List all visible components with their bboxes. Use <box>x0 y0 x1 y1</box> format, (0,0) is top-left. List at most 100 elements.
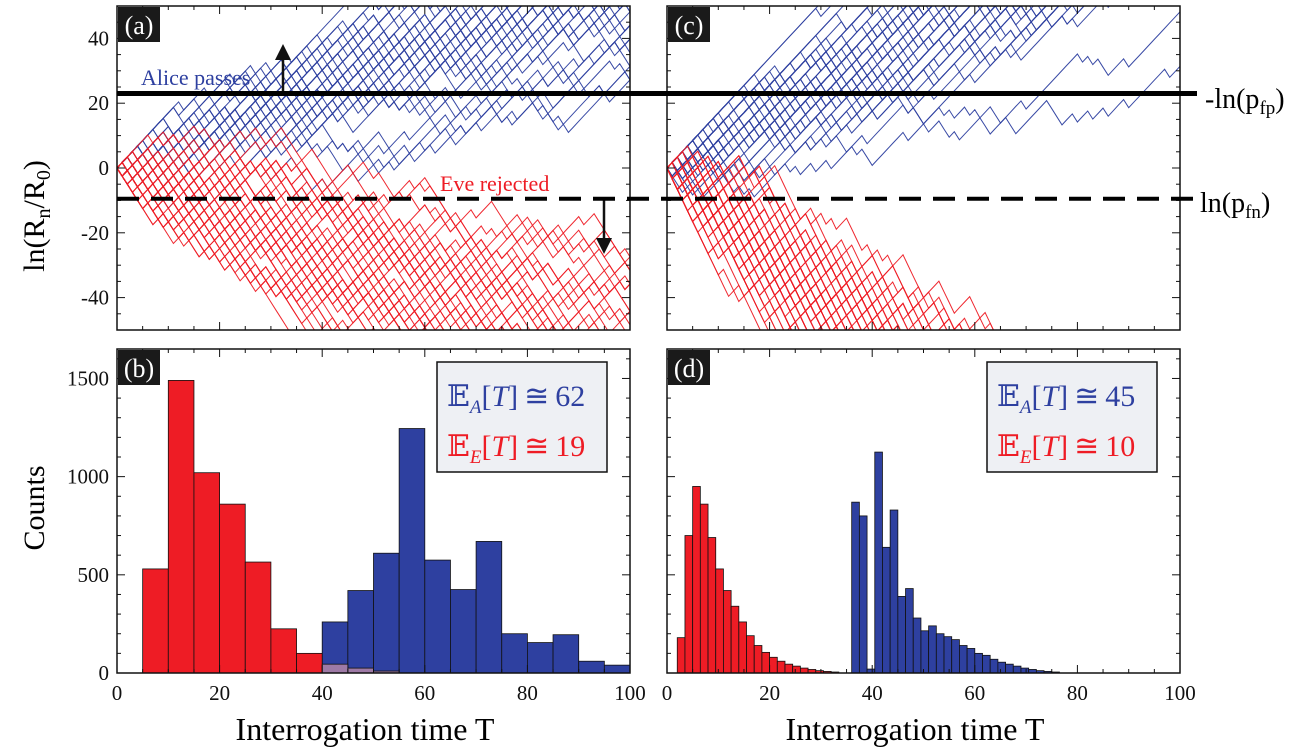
alice-walk-c-trajectory <box>667 6 1073 175</box>
eve-walk-c-trajectory <box>667 167 831 330</box>
alice-walk-c-trajectory <box>667 6 921 177</box>
eve-bar <box>723 590 732 674</box>
alice-bar <box>920 630 930 674</box>
alice-walk-c-trajectory <box>667 6 971 169</box>
eve-walk-a-trajectory <box>117 167 428 330</box>
alice-bar <box>943 636 953 674</box>
alice-walk-c-trajectory <box>667 6 1022 172</box>
alice-walk-a-trajectory <box>117 19 630 199</box>
eve-bar <box>707 537 717 674</box>
y-tick-label: -20 <box>81 221 109 245</box>
legend-entry-eve: 𝔼E[T] ≅ 19 <box>447 430 585 468</box>
panel-a: -40 -20 0 20 40 (a) Alice passes Eve rejected <box>81 5 631 331</box>
alice-bar <box>905 588 914 674</box>
eve-walk-c-trajectory <box>667 145 839 330</box>
eve-bar <box>730 605 740 674</box>
eve-walk-c-trajectory <box>667 156 823 330</box>
ylabel-top: ln(Rn/R0) <box>18 160 55 272</box>
panel-d: 𝔼A[T] ≅ 45 𝔼E[T] ≅ 10 0 20 40 60 80 100 (d) <box>662 348 1196 705</box>
eve-bar <box>738 621 747 674</box>
alice-walk-c-trajectory <box>667 6 1060 182</box>
xlabel-right: Interrogation time T <box>786 711 1045 747</box>
x-tick-label: 20 <box>209 681 230 705</box>
x-tick-label: 80 <box>517 681 538 705</box>
alice-bar <box>1005 663 1014 674</box>
eve-walk-a-trajectory <box>117 149 548 330</box>
x-tick-label: 100 <box>1164 681 1196 705</box>
alice-walk-c-trajectory <box>667 6 1085 177</box>
alice-bar <box>951 639 960 674</box>
threshold-label-fn: ln(pfn) <box>1200 188 1270 223</box>
y-tick-label: 500 <box>78 563 110 587</box>
eve-walk-c-trajectory <box>667 150 823 330</box>
eve-bar <box>244 561 272 674</box>
alice-walk-c-trajectory <box>667 6 921 177</box>
x-tick-label: 0 <box>662 681 673 705</box>
eve-bar <box>792 665 801 674</box>
legend-entry-eve: 𝔼E[T] ≅ 10 <box>997 430 1135 468</box>
threshold-label-fp: -ln(pfp) <box>1205 84 1285 119</box>
eve-walk-a-trajectory <box>117 158 471 330</box>
eve-walk-a-trajectory <box>117 161 630 330</box>
eve-walk-a-trajectory <box>117 167 436 330</box>
alice-bar <box>997 661 1006 674</box>
alice-bar <box>928 625 937 674</box>
eve-walk-a-trajectory <box>117 164 471 330</box>
alice-bar <box>959 645 968 674</box>
alice-walk-c-trajectory <box>667 6 971 169</box>
x-tick-label: 20 <box>759 681 780 705</box>
x-tick-label: 60 <box>964 681 985 705</box>
y-tick-label: 1000 <box>67 465 109 489</box>
alice-walk-c-trajectory <box>667 6 1047 177</box>
alice-bar <box>882 546 891 674</box>
alice-walk-c-trajectory <box>667 6 921 172</box>
panel-c: (c) <box>666 5 1181 331</box>
alice-walk-a-group <box>117 6 630 210</box>
alice-walk-c-trajectory <box>667 6 996 169</box>
alice-bar <box>347 590 374 674</box>
alice-bar <box>966 648 976 674</box>
eve-bar <box>692 486 701 674</box>
alice-bar <box>874 451 883 674</box>
legend-box <box>436 361 608 473</box>
y-tick-label: 1500 <box>67 366 109 390</box>
eve-bar <box>699 503 709 674</box>
eve-walk-c-trajectory <box>667 160 878 330</box>
eve-bar <box>746 635 755 674</box>
legend-entry-alice: 𝔼A[T] ≅ 45 <box>997 380 1135 418</box>
legend-entry-alice: 𝔼A[T] ≅ 62 <box>447 380 585 418</box>
x-tick-label: 100 <box>614 681 646 705</box>
alice-walk-c-group <box>667 6 1180 199</box>
eve-bar <box>321 663 349 674</box>
panel-tag: (b) <box>124 354 154 383</box>
alice-bar <box>501 633 528 674</box>
eve-bar <box>776 660 786 674</box>
eve-walk-a-trajectory <box>117 167 626 330</box>
alice-walk-c-trajectory <box>667 6 870 177</box>
alice-walk-c-trajectory <box>667 11 1180 198</box>
alice-bar <box>398 428 426 674</box>
threshold-lines <box>117 90 1197 201</box>
annotation-eve-rejected: Eve rejected <box>440 171 549 196</box>
eve-bar <box>676 637 686 674</box>
eve-bar <box>219 503 246 674</box>
x-tick-label: 40 <box>862 681 883 705</box>
arrow-down-head <box>596 238 612 254</box>
eve-bar <box>715 568 724 674</box>
alice-bar <box>974 652 983 674</box>
alice-bar <box>989 658 999 674</box>
alice-bar <box>858 515 868 674</box>
panel-tag-bg <box>118 7 160 42</box>
eve-bar <box>296 652 323 674</box>
panel-tag: (d) <box>674 354 704 383</box>
eve-walk-a-trajectory <box>117 167 445 330</box>
eve-bar <box>769 656 778 674</box>
alice-bar <box>552 634 580 674</box>
eve-walk-a-trajectory <box>117 147 630 300</box>
eve-walk-a-trajectory <box>117 149 630 300</box>
alice-bar <box>475 541 503 674</box>
arrow-up-head <box>275 44 291 60</box>
alice-walk-a-trajectory <box>117 32 630 177</box>
alice-bar <box>450 589 477 674</box>
eve-bar <box>167 380 195 674</box>
